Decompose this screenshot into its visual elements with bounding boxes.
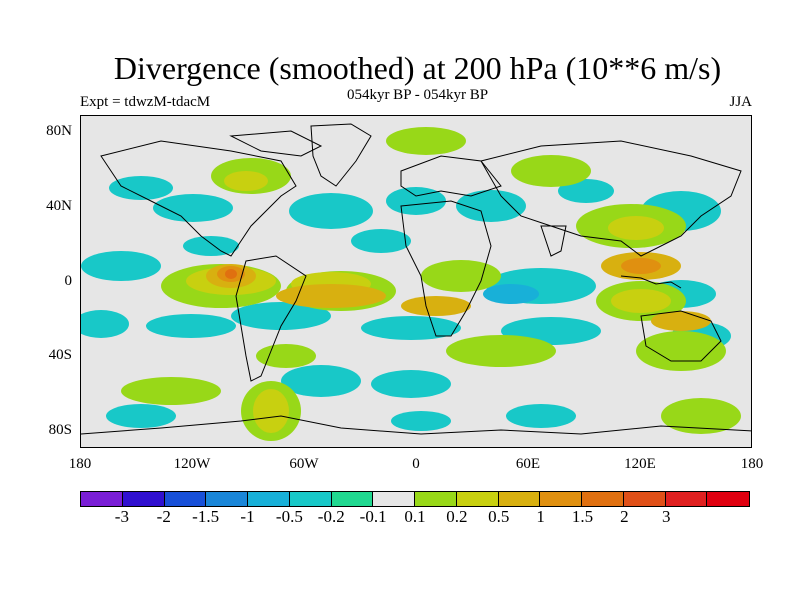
- colorbar-swatch: [456, 492, 499, 506]
- colorbar-tick-label: 3: [662, 507, 671, 526]
- colorbar-tick-label: -3: [114, 507, 129, 526]
- lon-label-120w: 120W: [173, 456, 211, 472]
- lat-label-40s: 40S: [48, 347, 72, 363]
- colorbar-tick-label: -0.2: [317, 507, 345, 526]
- colorbar-tick-label: 0.1: [404, 507, 426, 526]
- colorbar-tick-label: -0.1: [359, 507, 387, 526]
- colorbar-swatch: [81, 492, 123, 506]
- lat-label-80s: 80S: [48, 422, 72, 438]
- colorbar-swatch: [498, 492, 541, 506]
- lon-label-60w: 60W: [289, 456, 319, 472]
- colorbar-tick-label: -0.5: [275, 507, 303, 526]
- lat-label-80n: 80N: [46, 123, 72, 139]
- colorbar-swatch: [707, 492, 749, 506]
- lon-label-60e: 60E: [515, 456, 541, 472]
- colorbar-swatch: [164, 492, 207, 506]
- map-subtitle: 054kyr BP - 054kyr BP: [346, 87, 489, 103]
- colorbar-tick-label: -2: [156, 507, 171, 526]
- coastlines: [81, 123, 751, 435]
- lon-label-180e: 180: [740, 456, 764, 472]
- colorbar-tick-label: 1: [536, 507, 545, 526]
- colorbar-tick-label: 0.5: [488, 507, 510, 526]
- colorbar-swatch: [373, 492, 415, 506]
- colorbar-swatch: [122, 492, 165, 506]
- colorbar-swatch: [582, 492, 624, 506]
- colorbar-swatch: [248, 492, 290, 506]
- lat-label-0: 0: [64, 273, 73, 289]
- colorbar-swatch: [623, 492, 666, 506]
- colorbar-tick-label: 1.5: [571, 507, 594, 526]
- colorbar-swatch: [289, 492, 332, 506]
- colorbar-swatch: [206, 492, 248, 506]
- colorbar-swatch: [331, 492, 374, 506]
- colorbar-tick-label: 2: [620, 507, 629, 526]
- experiment-label: Expt = tdwzM-tdacM: [80, 94, 211, 110]
- divergence-contours: [81, 127, 741, 441]
- map-title: Divergence (smoothed) at 200 hPa (10**6 …: [113, 50, 722, 86]
- colorbar-swatch: [665, 492, 708, 506]
- lon-label-120e: 120E: [624, 456, 656, 472]
- colorbar-tick-label: -1: [240, 507, 255, 526]
- colorbar: [80, 491, 750, 507]
- colorbar-swatch: [415, 492, 457, 506]
- season-label: JJA: [729, 94, 752, 110]
- lat-label-40n: 40N: [46, 198, 72, 214]
- map-panel: [80, 115, 752, 448]
- colorbar-tick-label: -1.5: [192, 507, 220, 526]
- divergence-field: [81, 116, 751, 447]
- lon-label-180w: 180: [68, 456, 92, 472]
- lon-label-0: 0: [412, 456, 420, 472]
- colorbar-tick-label: 0.2: [446, 507, 468, 526]
- colorbar-swatch: [540, 492, 582, 506]
